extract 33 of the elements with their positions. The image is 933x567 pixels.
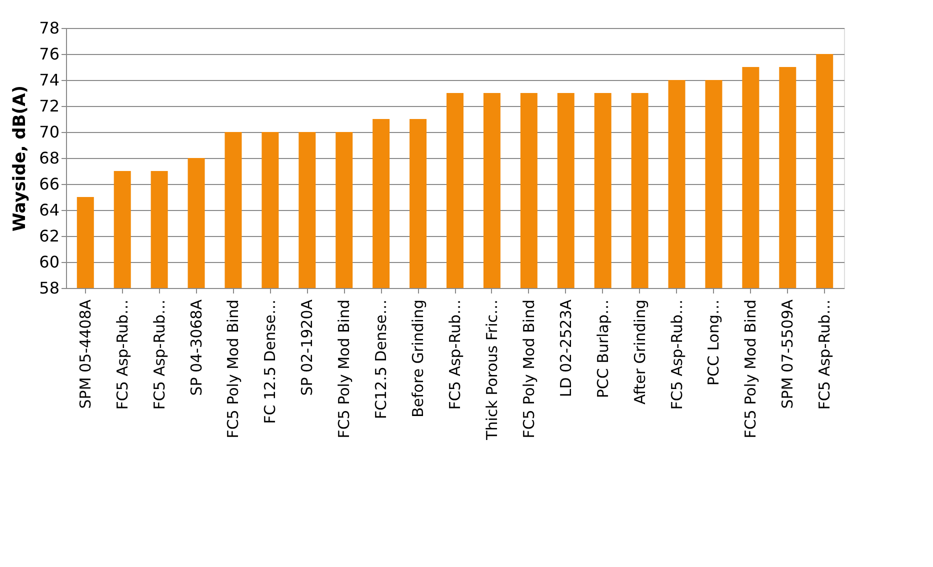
y-tick-label: 70 <box>39 122 60 142</box>
x-tick-label: FC5 Asp-Rub… <box>668 300 686 410</box>
x-tick-label: FC5 Poly Mod Bind <box>520 300 538 438</box>
x-tick-label: FC 12.5 Dense… <box>261 300 280 424</box>
x-tick-label: FC5 Poly Mod Bind <box>335 300 354 438</box>
y-tick-label: 64 <box>39 200 60 220</box>
y-tick-label: 74 <box>39 70 60 90</box>
y-tick-label: 76 <box>39 44 60 64</box>
x-tick-label: SP 02-1920A <box>298 298 316 396</box>
x-tick-label: LD 02-2523A <box>556 298 575 398</box>
y-tick-label: 62 <box>39 226 60 246</box>
x-tick-label: PCC Burlap… <box>594 300 612 398</box>
y-tick-label: 58 <box>39 278 60 298</box>
y-tick-label: 78 <box>39 18 60 38</box>
x-tick-label: FC5 Asp-Rub… <box>113 300 132 410</box>
x-tick-label: FC12.5 Dense… <box>372 300 390 420</box>
x-tick-label: FC5 Asp-Rub… <box>446 300 464 410</box>
x-tick-label: SP 04-3068A <box>187 298 206 396</box>
x-tick-label: PCC Long… <box>704 300 723 386</box>
x-tick-label: Before Grinding <box>409 300 428 418</box>
y-tick-label: 66 <box>39 174 60 194</box>
x-tick-label: Thick Porous Fric… <box>482 300 501 441</box>
x-tick-label: SPM 07-5509A <box>778 298 797 409</box>
x-tick-label: After Grinding <box>630 300 649 404</box>
y-tick-label: 60 <box>39 252 60 272</box>
y-tick-label: 68 <box>39 148 60 168</box>
x-tick-label: FC5 Asp-Rub… <box>816 300 834 410</box>
y-tick-label: 72 <box>39 96 60 116</box>
x-tick-label: FC5 Poly Mod Bind <box>742 300 760 438</box>
x-tick-label: FC5 Poly Mod Bind <box>224 300 242 438</box>
x-tick-label: SPM 05-4408A <box>76 298 94 409</box>
y-axis-title: Wayside, dB(A) <box>10 85 30 232</box>
x-tick-label: FC5 Asp-Rub… <box>150 300 168 410</box>
